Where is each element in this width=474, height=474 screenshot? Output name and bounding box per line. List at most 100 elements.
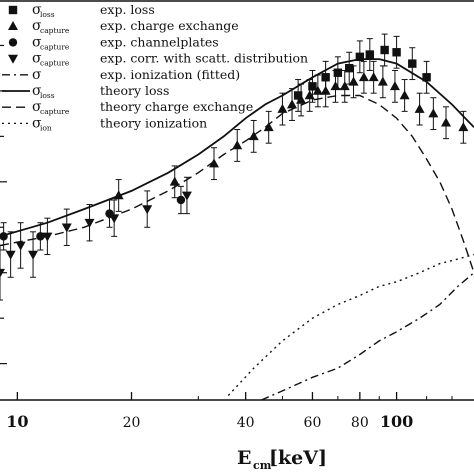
legend-sigma: σ bbox=[32, 83, 42, 99]
legend-sigma-sub: capture bbox=[40, 26, 70, 35]
legend-label: exp. ionization (fitted) bbox=[100, 67, 240, 82]
legend-sigma: σ bbox=[32, 51, 42, 67]
marker-triangle-down bbox=[61, 223, 72, 233]
legend-label: exp. loss bbox=[100, 2, 155, 17]
legend-sigma: σ bbox=[32, 67, 42, 83]
x-axis-label: E cm [keV] bbox=[237, 447, 327, 472]
legend-sigma-sub: loss bbox=[40, 10, 55, 19]
marker-triangle-down bbox=[28, 250, 39, 260]
marker-square bbox=[333, 68, 343, 77]
marker-triangle-up bbox=[263, 122, 274, 132]
legend-label: exp. corr. with scatt. distribution bbox=[100, 51, 308, 66]
marker-triangle-up bbox=[232, 140, 243, 150]
marker-square bbox=[380, 45, 389, 55]
marker-triangle-down bbox=[0, 268, 5, 278]
marker-triangle-up bbox=[414, 103, 425, 113]
marker-square bbox=[422, 73, 431, 82]
x-tick-label: 10 bbox=[6, 412, 28, 431]
marker-triangle-up bbox=[358, 72, 369, 82]
marker-triangle-up bbox=[441, 117, 452, 127]
curve-dashed bbox=[0, 94, 474, 273]
data-markers bbox=[0, 45, 469, 278]
curve-dashdot bbox=[261, 272, 474, 401]
x-tick-label: 80 bbox=[351, 415, 369, 431]
marker-triangle-up bbox=[248, 131, 259, 141]
x-tick-label: 40 bbox=[237, 415, 255, 431]
marker-square bbox=[345, 63, 354, 73]
marker-triangle-down bbox=[84, 218, 95, 228]
legend-item: σ exp. ionization (fitted) bbox=[2, 67, 240, 83]
plot-frame bbox=[0, 0, 474, 401]
marker-triangle-up bbox=[399, 90, 410, 100]
legend-sigma-sub: capture bbox=[40, 42, 70, 51]
marker-triangle-up bbox=[287, 99, 298, 109]
marker-circle bbox=[176, 195, 186, 205]
legend-sigma: σ bbox=[32, 99, 42, 115]
legend-label: exp. charge exchange bbox=[100, 18, 239, 33]
marker-triangle-up bbox=[113, 190, 124, 200]
x-axis-ticks: 10 20 40 60 80 100 bbox=[6, 392, 453, 431]
marker-circle bbox=[8, 38, 18, 47]
marker-square bbox=[365, 50, 375, 59]
marker-triangle-up bbox=[348, 76, 359, 86]
legend-label: theory loss bbox=[100, 83, 169, 98]
marker-triangle-up bbox=[277, 103, 288, 113]
marker-square bbox=[392, 48, 401, 57]
marker-triangle-down bbox=[15, 241, 26, 251]
x-axis-label-sub: cm bbox=[253, 459, 272, 472]
marker-triangle-up bbox=[8, 21, 18, 30]
marker-square bbox=[321, 73, 330, 82]
marker-triangle-up bbox=[368, 72, 379, 82]
marker-triangle-up bbox=[339, 81, 350, 91]
legend-label: theory charge exchange bbox=[100, 99, 253, 114]
marker-triangle-up bbox=[330, 81, 341, 91]
legend-sigma: σ bbox=[32, 18, 42, 34]
x-axis-label-main: E bbox=[237, 447, 251, 469]
marker-triangle-up bbox=[389, 81, 400, 91]
marker-square bbox=[8, 5, 18, 15]
theory-curves bbox=[0, 58, 474, 401]
legend-sigma-sub: capture bbox=[40, 107, 70, 116]
marker-triangle-up bbox=[320, 85, 331, 95]
marker-triangle-up bbox=[458, 122, 469, 132]
marker-triangle-down bbox=[8, 54, 18, 64]
x-tick-label: 100 bbox=[380, 412, 413, 431]
legend-label: exp. channelplates bbox=[100, 34, 219, 49]
marker-square bbox=[355, 52, 365, 62]
marker-triangle-up bbox=[296, 94, 307, 104]
legend-sigma: σ bbox=[32, 115, 42, 131]
legend-sigma-sub: ion bbox=[40, 123, 52, 132]
legend-sigma: σ bbox=[32, 34, 42, 50]
marker-triangle-up bbox=[312, 85, 323, 95]
x-tick-label: 60 bbox=[304, 415, 322, 431]
curve-solid bbox=[0, 58, 474, 238]
marker-triangle-up bbox=[428, 108, 439, 118]
legend-sigma: σ bbox=[32, 2, 42, 18]
marker-triangle-down bbox=[181, 191, 192, 201]
legend-label: theory ionization bbox=[100, 115, 207, 130]
marker-triangle-down bbox=[109, 214, 120, 224]
marker-square bbox=[293, 91, 303, 100]
marker-circle bbox=[0, 232, 8, 241]
legend-sigma-sub: capture bbox=[40, 59, 70, 68]
marker-triangle-up bbox=[377, 76, 388, 86]
marker-triangle-down bbox=[5, 250, 16, 260]
marker-square bbox=[408, 59, 417, 68]
curve-dotted bbox=[227, 253, 474, 396]
marker-triangle-down bbox=[142, 205, 153, 215]
marker-triangle-down bbox=[42, 232, 53, 242]
marker-triangle-up bbox=[304, 90, 315, 100]
marker-triangle-up bbox=[208, 158, 219, 168]
x-axis-label-unit: [keV] bbox=[269, 447, 327, 469]
x-tick-label: 20 bbox=[123, 415, 141, 431]
marker-square bbox=[308, 82, 317, 91]
marker-triangle-up bbox=[169, 176, 180, 186]
